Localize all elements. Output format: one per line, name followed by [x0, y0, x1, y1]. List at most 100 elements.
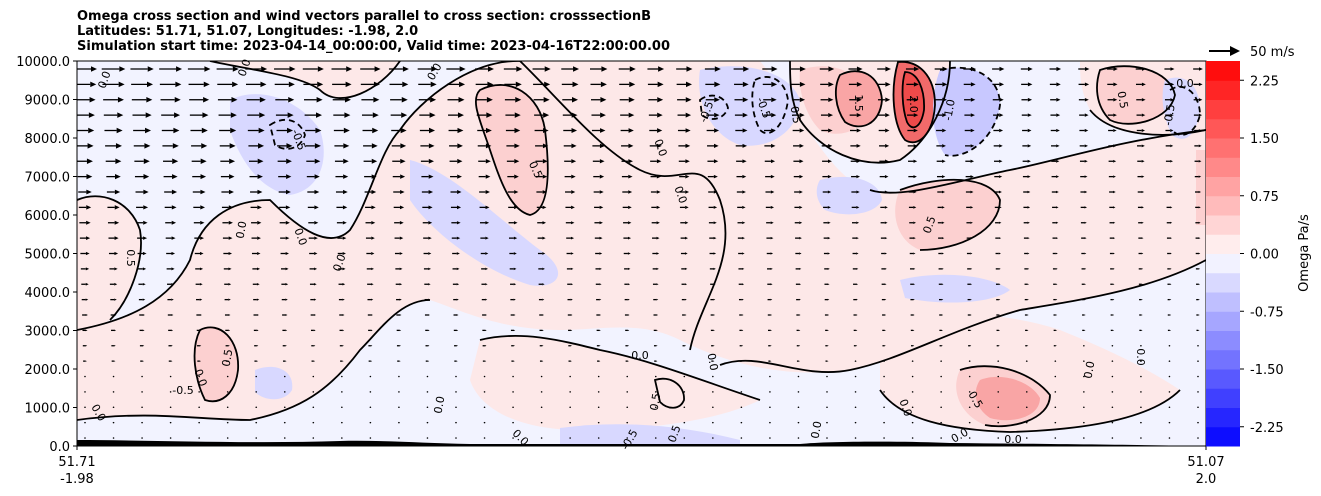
wind-vector-head [1084, 113, 1089, 117]
wind-vector-head [657, 112, 663, 118]
wind-vector-head [770, 360, 772, 362]
wind-vector [997, 437, 1000, 439]
wind-vector-head [114, 282, 118, 286]
wind-vector-head [656, 345, 658, 347]
wind-vector [769, 421, 771, 424]
wind-vector-head [970, 252, 973, 255]
wind-vector-head [203, 81, 210, 88]
wind-vector-head [684, 345, 687, 347]
contour-line-zero [77, 299, 431, 421]
wind-vector-head [713, 236, 717, 240]
wind-vector-head [1198, 298, 1200, 301]
wind-vector [1054, 406, 1057, 409]
wind-vector-head [542, 298, 545, 301]
wind-vector-head [884, 206, 888, 209]
wind-vector-head [199, 267, 204, 271]
wind-vector-head [228, 282, 232, 286]
wind-vector-head [485, 127, 492, 134]
wind-vector [226, 406, 229, 409]
wind-vector-head [742, 159, 747, 164]
wind-vector-head [970, 237, 973, 240]
wind-vector-head [400, 158, 406, 164]
wind-vector [854, 421, 857, 424]
wind-vector-head [85, 282, 89, 286]
wind-vector-head [941, 283, 944, 286]
wind-vector-head [856, 236, 859, 240]
y-tick-label: 8000.0 [25, 132, 71, 147]
wind-vector-head [343, 174, 349, 179]
wind-vector-head [999, 159, 1003, 163]
colorbar-bin [1206, 311, 1240, 331]
wind-vector-head [742, 236, 745, 240]
wind-vector-head [970, 128, 975, 133]
wind-vector-head [684, 298, 687, 301]
wind-vector-head [1027, 66, 1033, 72]
wind-vector-head [342, 236, 347, 240]
wind-vector-head [513, 283, 517, 286]
wind-vector-head [199, 360, 201, 362]
omega-filled-contours [77, 61, 1206, 446]
colorbar-bin [1206, 80, 1240, 100]
wind-vector-head [374, 66, 381, 72]
contour-label: 0.5 [788, 105, 804, 124]
wind-vector-head [742, 221, 746, 225]
wind-vector-head [229, 143, 236, 149]
wind-vector-head [684, 314, 687, 316]
contour-label: 0.0 [1176, 77, 1194, 90]
wind-vector-head [199, 314, 202, 316]
wind-vector-head [143, 174, 150, 180]
wind-vector-head [941, 190, 946, 194]
wind-vector-head [998, 252, 1001, 255]
wind-vector-head [799, 97, 806, 103]
wind-vector-head [257, 236, 261, 240]
wind-vector-head [257, 220, 262, 225]
wind-vector [883, 437, 885, 439]
wind-vector-head [627, 314, 630, 316]
contour-line-high [892, 61, 936, 144]
wind-vector-head [1027, 190, 1031, 194]
wind-vector [426, 421, 429, 424]
wind-vector-head [285, 298, 288, 301]
wind-vector-head [88, 127, 95, 134]
wind-vector-head [203, 97, 210, 103]
wind-vector-head [799, 81, 806, 87]
wind-vector-head [884, 345, 886, 347]
wind-vector-head [371, 174, 377, 179]
wind-vector [398, 375, 400, 378]
wind-vector-head [428, 252, 432, 255]
wind-vector-head [571, 128, 578, 133]
wind-vector-head [658, 66, 665, 72]
wind-vector-head [1112, 329, 1114, 331]
wind-vector-head [1084, 159, 1088, 163]
wind-vector-head [571, 159, 577, 164]
wind-vector [683, 375, 686, 378]
y-tick-label: 9000.0 [25, 94, 71, 109]
wind-vector-head [343, 158, 349, 164]
wind-vector-head [1055, 283, 1058, 286]
contour-label: 0.0 [809, 420, 825, 439]
wind-vector-head [827, 221, 831, 225]
wind-vector-head [1084, 252, 1087, 255]
wind-vector-head [628, 174, 633, 179]
wind-vector-head [570, 236, 575, 240]
wind-vector-head [343, 127, 350, 134]
wind-vector-head [570, 314, 573, 316]
wind-vector [740, 391, 743, 393]
wind-vector-head [884, 298, 887, 301]
wind-vector-head [1141, 190, 1145, 194]
wind-vector-head [342, 345, 344, 347]
wind-vector-head [570, 329, 573, 332]
wind-vector-head [713, 221, 717, 225]
wind-vector [826, 391, 828, 393]
wind-vector-head [485, 236, 489, 240]
wind-vector-head [400, 143, 407, 149]
wind-vector-head [372, 127, 379, 134]
wind-vector-head [456, 298, 459, 301]
chart-title-line-2: Latitudes: 51.71, 51.07, Longitudes: -1.… [77, 24, 419, 39]
wind-vector-head [228, 251, 233, 256]
wind-vector-head [685, 174, 690, 179]
x-tick-label-lon: 2.0 [1196, 472, 1217, 487]
wind-vector-head [628, 97, 635, 103]
wind-vector-head [1113, 98, 1118, 102]
wind-vector-head [1027, 206, 1031, 209]
